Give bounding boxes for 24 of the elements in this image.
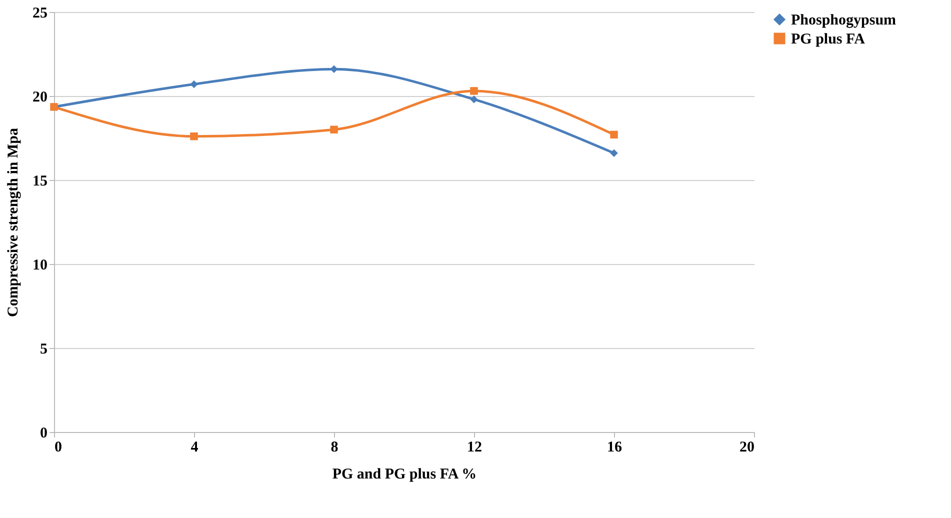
point [610, 130, 618, 139]
x-tick-label: 16 [607, 440, 622, 456]
x-tick-label: 0 [54, 440, 62, 456]
point [190, 80, 198, 88]
legend-label: PG plus FA [791, 32, 866, 48]
x-tick-label: 4 [190, 440, 199, 456]
x-tick-label: 12 [467, 440, 482, 456]
point [190, 132, 198, 140]
y-tick-label: 25 [32, 6, 48, 22]
point [610, 149, 618, 157]
x-axis-title: PG and PG plus FA % [332, 466, 477, 482]
point [330, 126, 338, 134]
y-tick-label: 10 [32, 258, 48, 274]
point [330, 65, 338, 73]
point [470, 87, 478, 95]
x-tick-label: 8 [330, 440, 338, 456]
point [470, 95, 478, 104]
y-tick-label: 5 [40, 342, 48, 358]
x-tick-label: 20 [740, 440, 754, 456]
y-tick-label: 20 [32, 90, 48, 106]
y-tick-label: 0 [40, 426, 48, 442]
legend-label: Phosphogypsum [791, 12, 897, 28]
y-axis-title: Compressive strength in Mpa [6, 127, 22, 318]
y-tick-label: 15 [32, 174, 48, 190]
